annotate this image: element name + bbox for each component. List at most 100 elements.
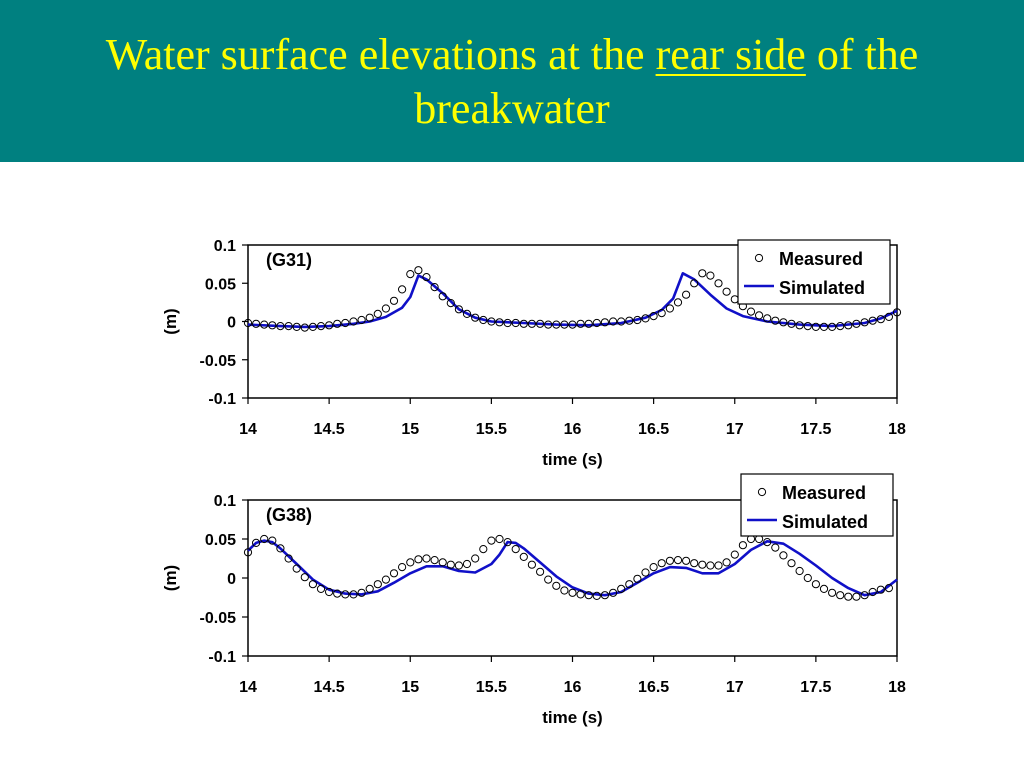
y-tick-label: 0 — [227, 571, 236, 588]
measured-point — [665, 304, 675, 313]
x-tick-label: 18 — [888, 421, 906, 438]
measured-point — [479, 315, 488, 325]
x-tick-label: 17.5 — [800, 679, 831, 696]
measured-point — [876, 585, 885, 594]
measured-point — [462, 559, 472, 569]
measured-point — [333, 319, 342, 328]
measured-point — [811, 322, 821, 331]
gauge-annotation: (G38) — [266, 505, 312, 525]
measured-point — [860, 318, 869, 327]
measured-point — [243, 318, 253, 328]
measured-point — [844, 592, 853, 601]
legend-label-simulated: Simulated — [782, 512, 868, 532]
measured-point — [803, 573, 812, 583]
measured-point — [682, 556, 691, 565]
x-tick-label: 14.5 — [314, 421, 345, 438]
measured-point — [876, 315, 885, 324]
measured-point — [454, 305, 463, 314]
measured-point — [690, 559, 699, 568]
measured-point — [430, 556, 439, 565]
y-tick-label: 0.05 — [205, 532, 236, 549]
measured-point — [544, 320, 553, 329]
measured-point — [787, 559, 796, 568]
measured-point — [552, 320, 561, 329]
measured-point — [479, 545, 488, 554]
legend: Measured Simulated — [737, 239, 891, 305]
measured-point — [657, 559, 666, 568]
measured-point — [511, 318, 520, 328]
x-tick-label: 16.5 — [638, 421, 669, 438]
measured-point — [527, 319, 537, 328]
y-tick-label: 0.1 — [214, 493, 236, 510]
measured-point — [617, 584, 626, 594]
x-tick-label: 17 — [726, 421, 744, 438]
measured-point — [316, 322, 326, 331]
y-tick-label: 0 — [227, 315, 236, 332]
measured-point — [430, 283, 439, 292]
y-tick-label: -0.05 — [200, 610, 237, 627]
measured-point — [706, 271, 715, 280]
measured-point — [292, 322, 301, 331]
measured-point — [373, 309, 382, 318]
x-tick-label: 15 — [401, 679, 419, 696]
measured-point — [373, 580, 382, 589]
measured-point — [446, 560, 455, 569]
measured-point — [511, 545, 520, 554]
measured-point — [722, 558, 731, 567]
x-tick-label: 17.5 — [800, 421, 831, 438]
measured-point — [325, 587, 334, 597]
measured-point — [519, 552, 528, 562]
measured-point — [698, 269, 707, 278]
measured-point — [260, 320, 269, 329]
measured-point — [665, 556, 675, 565]
measured-point — [763, 538, 772, 547]
measured-point — [414, 266, 423, 275]
measured-point — [243, 548, 253, 557]
measured-point — [389, 569, 399, 578]
measured-point — [609, 588, 618, 597]
measured-point — [722, 287, 731, 296]
measured-point — [365, 584, 374, 594]
measured-point — [292, 564, 301, 573]
measured-point — [422, 273, 431, 282]
measured-point — [406, 558, 415, 567]
measured-point — [706, 561, 715, 570]
measured-point — [844, 321, 853, 330]
legend-marker-measured — [757, 487, 767, 497]
measured-point — [471, 554, 480, 563]
measured-point — [819, 322, 829, 331]
measured-point — [763, 314, 772, 323]
title-banner: Water surface elevations at the rear sid… — [0, 0, 1024, 162]
legend: Measured Simulated — [740, 473, 894, 537]
measured-point — [268, 536, 277, 545]
measured-point — [389, 296, 399, 305]
title-text-underlined: rear side — [655, 30, 806, 79]
chart-1: 0.1 0.05 0 -0.05 -0.114 14.5 15 15.5 16 16.5 17 17.… — [161, 238, 906, 469]
measured-point — [746, 307, 756, 316]
measured-point — [828, 322, 837, 331]
measured-point — [438, 292, 447, 301]
measured-point — [600, 591, 610, 600]
legend-label-measured: Measured — [782, 483, 866, 503]
x-axis-label: time (s) — [542, 450, 602, 469]
x-tick-label: 15 — [401, 421, 419, 438]
measured-point — [495, 318, 504, 327]
measured-point — [576, 590, 585, 599]
measured-point — [609, 317, 618, 326]
chart-2: 0.1 0.05 0 -0.05 -0.114 14.5 15 15.5 16 16.5 17 17.… — [161, 473, 906, 727]
measured-point — [284, 554, 293, 563]
measured-point — [357, 315, 366, 325]
measured-point — [446, 299, 455, 308]
measured-point — [755, 311, 764, 320]
y-tick-label: -0.1 — [208, 391, 236, 408]
x-tick-label: 18 — [888, 679, 906, 696]
measured-point — [503, 538, 512, 547]
measured-point — [860, 591, 869, 600]
measured-point — [544, 575, 553, 584]
x-tick-label: 15.5 — [476, 679, 507, 696]
measured-point — [892, 308, 902, 317]
measured-point — [584, 591, 593, 600]
measured-point — [252, 538, 261, 548]
measured-point — [349, 590, 358, 599]
measured-point — [868, 587, 877, 597]
